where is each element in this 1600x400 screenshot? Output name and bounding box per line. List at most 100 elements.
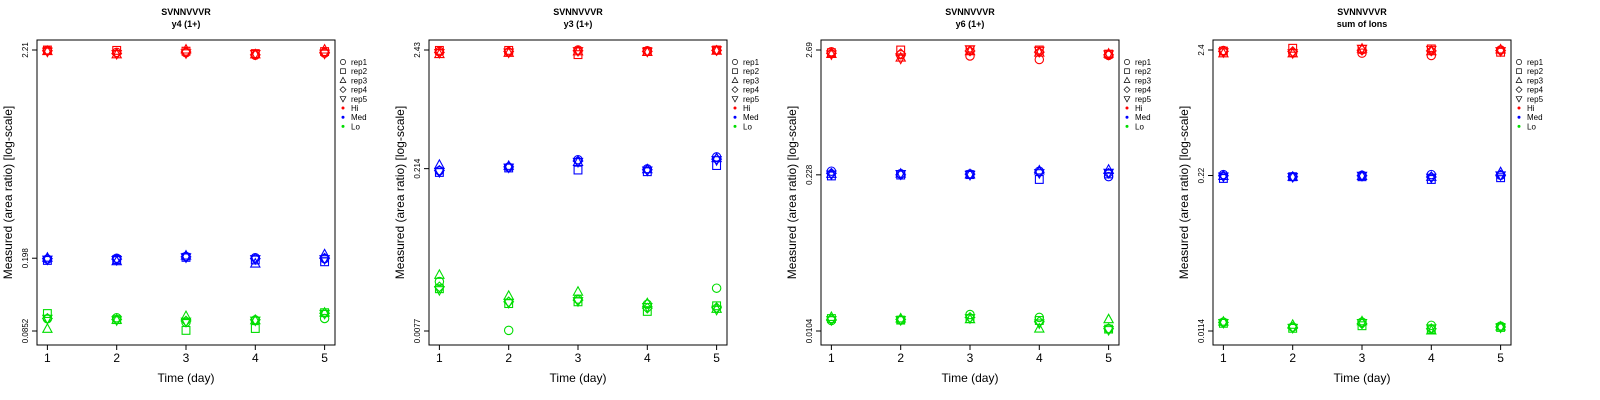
- data-point-hi-rep5: [319, 49, 331, 60]
- data-point-hi-rep3: [319, 43, 331, 54]
- x-tick-label: 1: [44, 351, 51, 365]
- data-point-med-rep5: [572, 157, 584, 168]
- legend-marker-rep3: [731, 76, 739, 83]
- y-axis-label: Measured (area ratio) [log-scale]: [1177, 106, 1191, 279]
- data-point-med-rep3: [503, 159, 515, 170]
- x-tick-label: 1: [828, 351, 835, 365]
- data-point-lo-rep5: [825, 316, 837, 327]
- legend-label: Hi: [1527, 104, 1535, 113]
- x-tick-label: 5: [1497, 351, 1504, 365]
- x-tick-label: 5: [321, 351, 328, 365]
- data-point-lo-rep3: [180, 310, 192, 321]
- chart-subtitle: y4 (1+): [172, 19, 201, 29]
- x-tick-label: 3: [575, 351, 582, 365]
- data-point-med-rep5: [1217, 172, 1229, 183]
- legend-label: Hi: [351, 104, 359, 113]
- data-point-med-rep5: [433, 167, 445, 179]
- y-tick-label: 0.214: [413, 158, 422, 179]
- data-point-hi-rep2: [1426, 44, 1436, 54]
- legend-marker-rep2: [1516, 68, 1522, 74]
- data-point-hi-rep5: [711, 46, 723, 57]
- data-point-lo-rep1: [503, 325, 514, 336]
- data-point-hi-rep4: [180, 46, 192, 58]
- legend-label: Med: [351, 113, 367, 122]
- legend-label: rep5: [1135, 95, 1152, 104]
- legend-label: rep1: [1527, 58, 1544, 67]
- data-point-hi-rep1: [1426, 50, 1437, 61]
- data-point-hi-rep2: [1034, 45, 1044, 55]
- data-point-lo-rep5: [641, 303, 653, 314]
- legend-label: rep4: [351, 86, 368, 95]
- data-point-lo-rep3: [1495, 320, 1507, 331]
- y-tick-label: 0.22: [1197, 167, 1206, 183]
- data-point-lo-rep5: [1495, 323, 1507, 334]
- y-axis-label: Measured (area ratio) [log-scale]: [785, 106, 799, 279]
- x-tick-label: 3: [967, 351, 974, 365]
- legend-label: Med: [743, 113, 759, 122]
- data-point-hi-rep5: [111, 50, 123, 61]
- legend-marker-rep4: [1123, 86, 1131, 94]
- chart-title: SVNNVVVR: [161, 7, 211, 17]
- x-tick-label: 2: [113, 351, 120, 365]
- legend-marker: [1123, 86, 1131, 94]
- chart-panel-3: SVNNVVVR y6 (1+) 1 2 3 4 5 Time (day) 0.0104 0.22…: [785, 7, 1152, 385]
- chart-subtitle: y3 (1+): [564, 19, 593, 29]
- legend-marker-rep4: [1515, 86, 1523, 94]
- x-tick-label: 2: [1289, 351, 1296, 365]
- data-point-lo-rep5: [319, 309, 331, 320]
- legend-marker-rep3: [339, 76, 347, 83]
- data-point-lo-rep5: [572, 297, 584, 308]
- legend-dot-lo: [341, 124, 345, 128]
- y-axis-label: Measured (area ratio) [log-scale]: [1, 106, 15, 279]
- data-point-hi-rep5: [895, 54, 907, 65]
- legend-label: rep2: [1527, 67, 1544, 76]
- data-point-lo-rep5: [1217, 318, 1229, 330]
- legend-marker: [1123, 76, 1131, 83]
- data-point-med-rep3: [319, 248, 331, 259]
- legend-label: rep3: [351, 76, 368, 85]
- legend-dot-lo: [733, 124, 737, 128]
- x-tick-label: 5: [1105, 351, 1112, 365]
- data-point-lo-rep1: [711, 283, 722, 293]
- data-point-med-rep2: [1034, 175, 1044, 184]
- x-tick-label: 3: [1359, 351, 1366, 365]
- data-point-hi-rep5: [1217, 48, 1229, 59]
- legend-marker: [731, 86, 739, 94]
- legend-dot-med: [1125, 115, 1129, 119]
- data-point-med-rep5: [895, 170, 907, 181]
- legend-marker-rep5: [731, 96, 739, 103]
- legend-dot-hi: [1517, 106, 1521, 110]
- data-point-med-rep5: [319, 255, 331, 266]
- legend-marker: [1515, 76, 1523, 83]
- x-axis-label: Time (day): [158, 371, 215, 385]
- legend-marker: [339, 76, 347, 83]
- legend-marker: [1516, 59, 1522, 65]
- data-point-lo-rep4: [433, 281, 445, 293]
- legend-label: Lo: [743, 122, 752, 131]
- data-point-lo-rep5: [1287, 323, 1299, 335]
- legend-label: rep1: [1135, 58, 1152, 67]
- data-point-hi-rep4: [319, 46, 331, 58]
- data-point-hi-rep5: [1495, 47, 1507, 58]
- data-point-med-rep5: [503, 163, 515, 174]
- data-point-lo-rep5: [895, 316, 907, 327]
- legend-label: rep3: [1527, 76, 1544, 85]
- data-point-hi-rep3: [249, 48, 261, 59]
- legend-marker-rep5: [1123, 96, 1131, 103]
- y-axis-label: Measured (area ratio) [log-scale]: [393, 106, 407, 279]
- data-point-med-rep3: [249, 257, 261, 268]
- data-point-med-rep3: [1287, 170, 1299, 181]
- legend-marker: [339, 86, 347, 94]
- x-tick-label: 1: [1220, 351, 1227, 365]
- data-point-lo-rep5: [180, 317, 192, 328]
- data-point-hi-rep4: [895, 48, 907, 60]
- data-point-med-rep3: [641, 163, 653, 174]
- legend-marker-rep4: [731, 86, 739, 94]
- data-point-med-rep3: [964, 168, 976, 179]
- chart-panel-4: SVNNVVVR sum of Ions 1 2 3 4 5 Time (day) 0.0114…: [1177, 7, 1544, 385]
- legend-marker-rep1: [1516, 59, 1522, 65]
- data-point-hi-rep5: [964, 45, 976, 56]
